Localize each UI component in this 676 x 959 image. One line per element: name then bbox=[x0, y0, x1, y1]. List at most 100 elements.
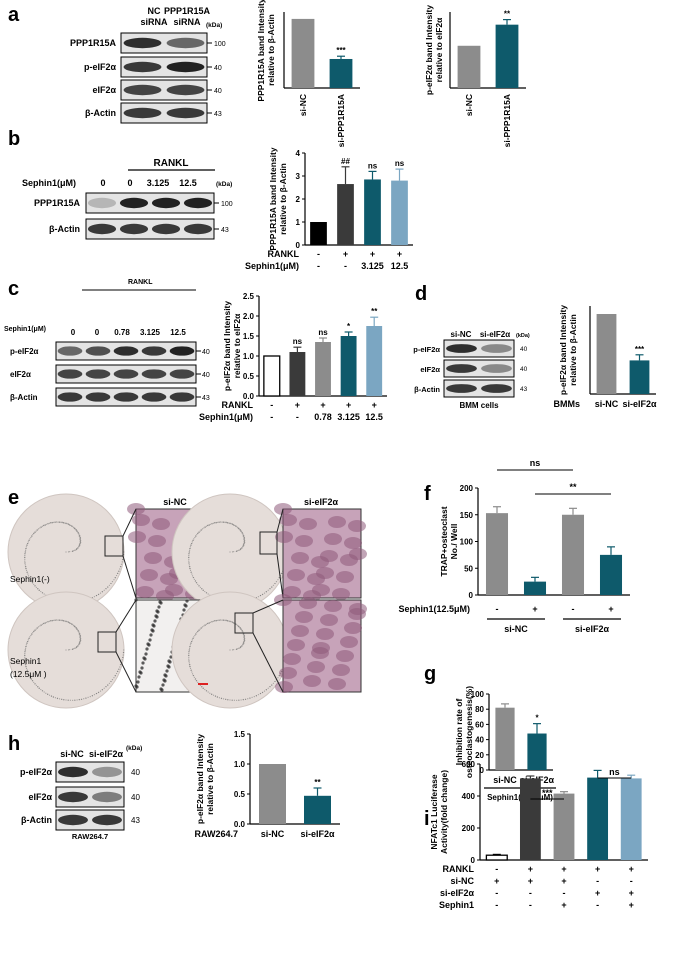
cell-dot bbox=[199, 684, 201, 686]
cell-dot bbox=[119, 664, 122, 666]
condition-cell: + bbox=[494, 876, 499, 886]
blot-row-label: eIF2α bbox=[420, 365, 440, 374]
panel-letter: a bbox=[8, 4, 20, 26]
y-axis-label: PPP1R15A band Intensity bbox=[268, 147, 278, 250]
cell-dot bbox=[62, 522, 65, 524]
cell-dot bbox=[122, 656, 124, 659]
blot-band bbox=[166, 37, 205, 49]
significance-label: *** bbox=[635, 345, 645, 354]
chart-a2: ** p-eIF2α band Intensity relative to eIF2… bbox=[424, 5, 526, 147]
cell-dot bbox=[267, 687, 269, 689]
cell-dot bbox=[202, 687, 204, 689]
cell-dot bbox=[198, 585, 200, 587]
cell-dot bbox=[239, 627, 241, 629]
blot-β-Actin bbox=[55, 387, 197, 407]
cell-nucleus bbox=[144, 652, 148, 656]
bar bbox=[596, 314, 617, 394]
cell-dot bbox=[188, 564, 190, 566]
cell-dot bbox=[73, 626, 76, 628]
osteoclast bbox=[128, 531, 146, 543]
cell-dot bbox=[27, 541, 29, 543]
panel-letter: d bbox=[415, 283, 427, 305]
cell-dot bbox=[78, 641, 81, 643]
cell-dot bbox=[229, 699, 231, 701]
osteoclast bbox=[287, 569, 305, 581]
condition-cell: - bbox=[317, 249, 320, 259]
blot-band bbox=[58, 791, 88, 803]
cell-dot bbox=[212, 522, 214, 524]
cell-dot bbox=[242, 534, 244, 536]
cell-nucleus bbox=[134, 684, 138, 688]
chart-b: 0 1 2 3 4 ## ns ns PPP1R15A band Intensity relati… bbox=[245, 147, 413, 271]
group-label: si-NC bbox=[504, 624, 528, 634]
cell-dot bbox=[198, 629, 200, 631]
condition-cell: - bbox=[317, 261, 320, 271]
condition-cell: - bbox=[495, 900, 498, 910]
group-label: BMMs bbox=[554, 399, 581, 409]
cell-dot bbox=[28, 674, 31, 677]
blot-band bbox=[92, 814, 122, 826]
cell-dot bbox=[26, 669, 28, 671]
cell-dot bbox=[74, 647, 76, 649]
cell-dot bbox=[64, 620, 66, 622]
bar bbox=[315, 342, 331, 396]
cell-dot bbox=[225, 521, 227, 524]
condition-cell: 3.125 bbox=[337, 412, 360, 422]
cell-dot bbox=[26, 571, 28, 573]
condition-row-label: Sephin1(μM) bbox=[245, 261, 299, 271]
cell-dot bbox=[40, 688, 42, 691]
cell-dot bbox=[73, 527, 75, 529]
blot-β-Actin bbox=[55, 809, 125, 831]
cell-dot bbox=[265, 689, 267, 691]
panel-letter: b bbox=[8, 128, 20, 150]
cell-dot bbox=[79, 636, 81, 638]
cell-dot bbox=[243, 635, 245, 637]
cell-dot bbox=[60, 521, 62, 523]
y-tick-label: 40 bbox=[475, 736, 484, 745]
osteoclast bbox=[349, 548, 367, 560]
cell-dot bbox=[24, 560, 26, 562]
cell-dot bbox=[65, 522, 67, 525]
cell-dot bbox=[47, 621, 49, 623]
cell-dot bbox=[24, 653, 26, 655]
cell-dot bbox=[60, 619, 62, 621]
kda-value: 43 bbox=[131, 816, 140, 825]
chart-i: 0 200 400 600 NFATc1 Luciferase Activity(fold… bbox=[429, 760, 648, 910]
osteoclast bbox=[340, 636, 358, 648]
cell-dot bbox=[114, 577, 116, 579]
osteoclast bbox=[303, 675, 321, 687]
blot-band bbox=[57, 369, 83, 379]
cell-dot bbox=[29, 636, 31, 638]
cell-dot bbox=[191, 573, 193, 575]
bar bbox=[304, 795, 331, 824]
cell-dot bbox=[35, 684, 37, 686]
condition-cell: + bbox=[346, 400, 351, 410]
cell-dot bbox=[269, 685, 271, 688]
cell-dot bbox=[194, 536, 196, 539]
cell-dot bbox=[24, 551, 27, 553]
cell-dot bbox=[77, 532, 79, 534]
cell-dot bbox=[191, 671, 193, 673]
y-tick-label: 0 bbox=[469, 591, 474, 600]
cell-dot bbox=[67, 649, 70, 651]
significance-label: ns bbox=[530, 458, 541, 468]
blot-band bbox=[166, 61, 205, 73]
cell-dot bbox=[277, 677, 279, 679]
cell-dot bbox=[203, 625, 205, 627]
cell-dot bbox=[41, 592, 44, 594]
cell-dot bbox=[236, 550, 238, 552]
y-tick-label: 0 bbox=[296, 241, 301, 250]
blot-band bbox=[481, 344, 512, 353]
cell-dot bbox=[79, 640, 81, 642]
cell-dot bbox=[241, 645, 243, 647]
cell-dot bbox=[44, 622, 46, 624]
cell-dot bbox=[105, 685, 107, 688]
cell-dot bbox=[200, 627, 203, 629]
y-axis-label: No./ Well bbox=[449, 524, 459, 560]
cell-dot bbox=[34, 585, 36, 587]
cell-dot bbox=[202, 589, 204, 591]
cell-dot bbox=[242, 698, 244, 701]
zoom-line bbox=[122, 555, 137, 599]
cell-dot bbox=[69, 649, 71, 651]
cell-dot bbox=[67, 699, 69, 701]
